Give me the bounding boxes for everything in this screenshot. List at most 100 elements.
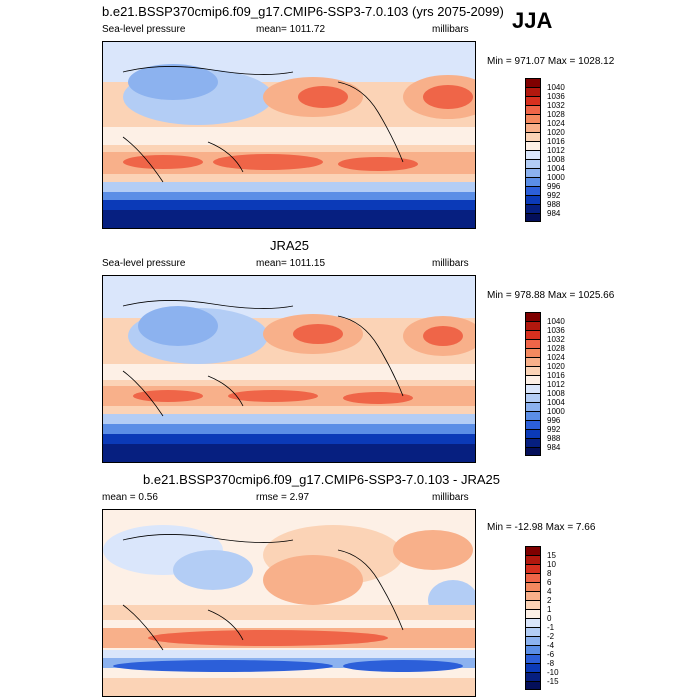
panel1-colorbar-tick-label: 992 [547,191,561,200]
panel3-colorbar-tick-label: -8 [547,659,555,668]
panel3-colorbar-swatch [525,591,541,600]
panel3-mean-label: mean = 0.56 [102,492,158,503]
panel1-colorbar-tick-label: 1004 [547,164,565,173]
panel2-colorbar-swatch [525,312,541,321]
panel2-colorbar-tick-label: 1028 [547,344,565,353]
panel1-colorbar: 1040 1036 1032 1028 1024 1020 1016 1012 1008 1004… [525,78,585,228]
panel3-colorbar-swatch [525,582,541,591]
panel3-colorbar-swatch [525,546,541,555]
panel2-colorbar-tick-label: 1036 [547,326,565,335]
panel1-colorbar-swatch [525,177,541,186]
panel2-mean-label: mean= 1011.15 [256,258,326,269]
panel3-colorbar-swatch [525,609,541,618]
panel1-colorbar-tick-label: 1012 [547,146,565,155]
panel1-colorbar-tick-label: 996 [547,182,561,191]
panel1-colorbar-swatch [525,123,541,132]
panel2-colorbar-swatch [525,393,541,402]
panel2-colorbar-swatch [525,438,541,447]
panel1-colorbar-swatch [525,168,541,177]
panel2-colorbar-tick-label: 1000 [547,407,565,416]
panel1-colorbar-tick-label: 1008 [547,155,565,164]
panel1-mean-label: mean= 1011.72 [256,24,326,35]
panel3-colorbar-tick-label: 0 [547,614,552,623]
figure-title: b.e21.BSSP370cmip6.f09_g17.CMIP6-SSP3-7.… [102,4,504,19]
panel2-colorbar: 1040 1036 1032 1028 1024 1020 1016 1012 1008 1004… [525,312,585,462]
panel2-colorbar-swatch [525,366,541,375]
panel3-colorbar-tick-label: 15 [547,551,556,560]
panel1-map [102,41,476,229]
panel2-colorbar-tick-label: 1040 [547,317,565,326]
panel2-colorbar-swatch [525,339,541,348]
panel3-colorbar-swatch [525,672,541,681]
panel3-colorbar-tick-label: -10 [547,668,559,677]
panel2-colorbar-swatch [525,447,541,456]
panel1-colorbar-swatch [525,105,541,114]
panel3-colorbar-swatch [525,555,541,564]
panel3-colorbar-tick-label: -2 [547,632,555,641]
panel3-colorbar-swatch [525,663,541,672]
panel3-map [102,509,476,697]
panel1-colorbar-swatch [525,150,541,159]
panel2-colorbar-swatch [525,384,541,393]
panel3-colorbar-tick-label: -4 [547,641,555,650]
panel2-colorbar-swatch [525,420,541,429]
panel3-colorbar-tick-label: 8 [547,569,552,578]
panel1-colorbar-tick-label: 1016 [547,137,565,146]
panel2-map [102,275,476,463]
panel1-colorbar-tick-label: 1000 [547,173,565,182]
panel2-colorbar-tick-label: 1020 [547,362,565,371]
panel2-variable-label: Sea-level pressure [102,258,186,269]
panel2-colorbar-tick-label: 996 [547,416,561,425]
panel3-colorbar-tick-label: -15 [547,677,559,686]
panel2-colorbar-tick-label: 1016 [547,371,565,380]
panel2-colorbar-swatch [525,375,541,384]
panel3-colorbar-tick-label: 6 [547,578,552,587]
panel1-colorbar-swatch [525,87,541,96]
panel3-colorbar-swatch [525,654,541,663]
panel3-colorbar: 15 10 8 6 4 2 1 0 -1 -2 -4 -6 -8 -10 -15 [525,546,585,696]
panel1-colorbar-tick-label: 1036 [547,92,565,101]
panel2-colorbar-tick-label: 988 [547,434,561,443]
panel1-colorbar-swatch [525,204,541,213]
panel1-colorbar-swatch [525,96,541,105]
panel2-colorbar-swatch [525,411,541,420]
panel2-title: JRA25 [270,238,310,253]
panel3-colorbar-swatch [525,573,541,582]
panel1-colorbar-tick-label: 1028 [547,110,565,119]
panel1-colorbar-tick-label: 984 [547,209,561,218]
panel2-colorbar-tick-label: 992 [547,425,561,434]
season-label: JJA [512,8,553,33]
panel3-colorbar-tick-label: -1 [547,623,555,632]
panel3-colorbar-tick-label: 10 [547,560,556,569]
panel3-colorbar-swatch [525,618,541,627]
panel1-colorbar-tick-label: 1020 [547,128,565,137]
panel1-colorbar-swatch [525,141,541,150]
panel2-colorbar-swatch [525,348,541,357]
panel1-colorbar-swatch [525,78,541,87]
panel2-colorbar-swatch [525,429,541,438]
panel2-colorbar-swatch [525,357,541,366]
panel3-colorbar-swatch [525,645,541,654]
panel2-colorbar-swatch [525,321,541,330]
panel1-variable-label: Sea-level pressure [102,24,186,35]
panel1-colorbar-swatch [525,132,541,141]
panel1-colorbar-tick-label: 1040 [547,83,565,92]
panel2-colorbar-tick-label: 1004 [547,398,565,407]
panel3-colorbar-swatch [525,681,541,690]
panel2-units-label: millibars [432,258,469,269]
panel3-colorbar-swatch [525,564,541,573]
panel1-colorbar-swatch [525,186,541,195]
panel3-colorbar-tick-label: 4 [547,587,552,596]
panel3-minmax: Min = -12.98 Max = 7.66 [487,522,596,533]
panel3-title: b.e21.BSSP370cmip6.f09_g17.CMIP6-SSP3-7.… [143,472,500,487]
panel2-colorbar-tick-label: 1024 [547,353,565,362]
panel3-colorbar-swatch [525,636,541,645]
panel3-colorbar-tick-label: 1 [547,605,552,614]
panel1-colorbar-swatch [525,195,541,204]
panel1-colorbar-tick-label: 988 [547,200,561,209]
panel2-colorbar-tick-label: 1032 [547,335,565,344]
panel2-colorbar-swatch [525,330,541,339]
panel3-colorbar-tick-label: -6 [547,650,555,659]
panel2-colorbar-tick-label: 984 [547,443,561,452]
panel2-minmax: Min = 978.88 Max = 1025.66 [487,290,615,301]
